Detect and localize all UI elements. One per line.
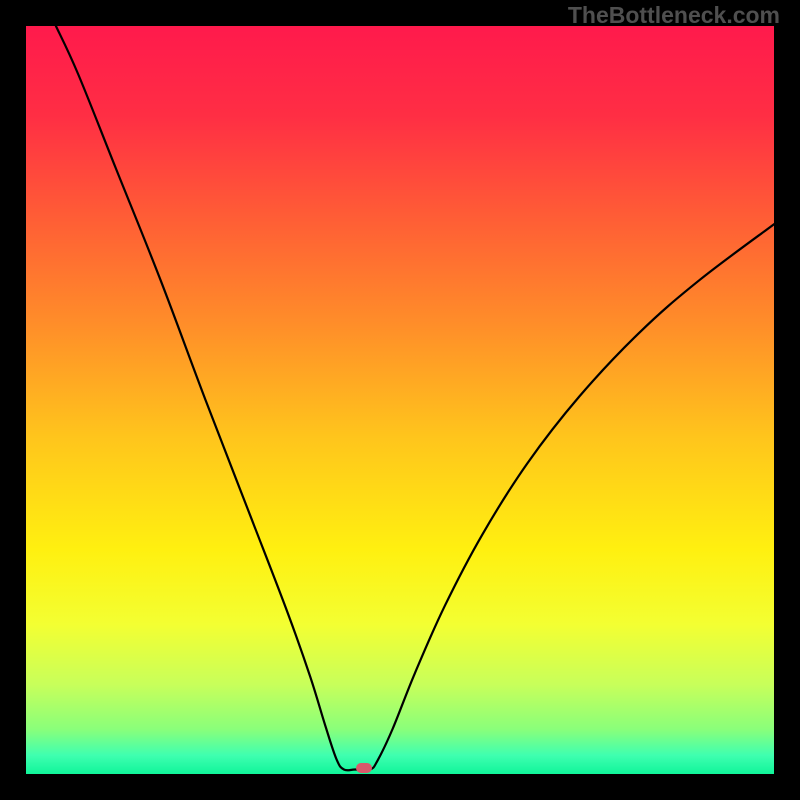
gradient-background — [26, 26, 774, 774]
plot-area — [26, 26, 774, 774]
figure-frame: TheBottleneck.com — [0, 0, 800, 800]
watermark-text: TheBottleneck.com — [568, 2, 780, 29]
optimal-marker — [356, 763, 372, 773]
chart-svg — [26, 26, 774, 774]
